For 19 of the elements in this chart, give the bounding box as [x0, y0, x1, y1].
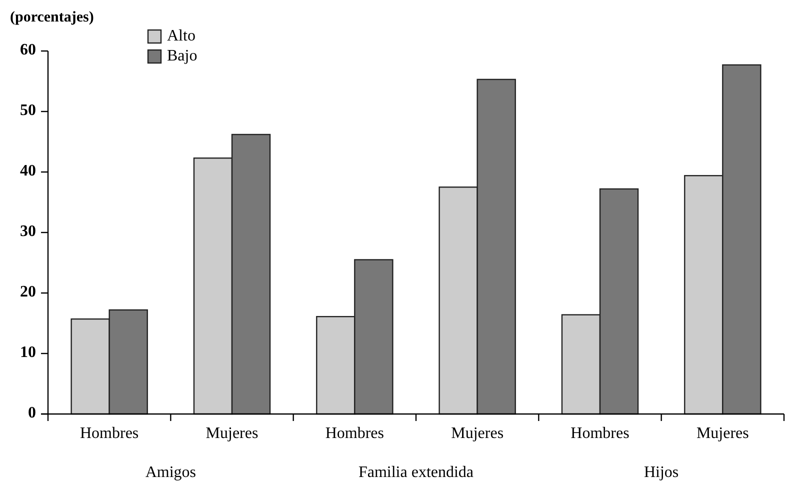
legend-label: Alto [167, 28, 196, 45]
y-tick-label: 20 [20, 284, 36, 301]
text: Amigos [145, 464, 196, 481]
text: Hijos [644, 464, 679, 481]
y-tick-label: 30 [20, 223, 36, 240]
x-tick-label: Hombres [325, 425, 384, 442]
x-tick-label: Hombres [80, 425, 139, 442]
x-tick-label: Mujeres [451, 425, 504, 442]
y-tick-label: 10 [20, 344, 36, 362]
y-tick-label: 40 [20, 162, 36, 180]
legend-label: Bajo [167, 48, 198, 65]
x-tick-label: Mujeres [206, 425, 258, 442]
y-tick-label: 0 [28, 404, 36, 422]
text: Familia extendida [358, 464, 474, 481]
y-tick-label: 60 [20, 42, 36, 59]
x-tick-label: Mujeres [696, 425, 749, 442]
y-tick-label: 50 [20, 102, 36, 120]
x-tick-label: Hombres [570, 425, 630, 442]
y-axis-title: (porcentajes) [10, 9, 94, 26]
